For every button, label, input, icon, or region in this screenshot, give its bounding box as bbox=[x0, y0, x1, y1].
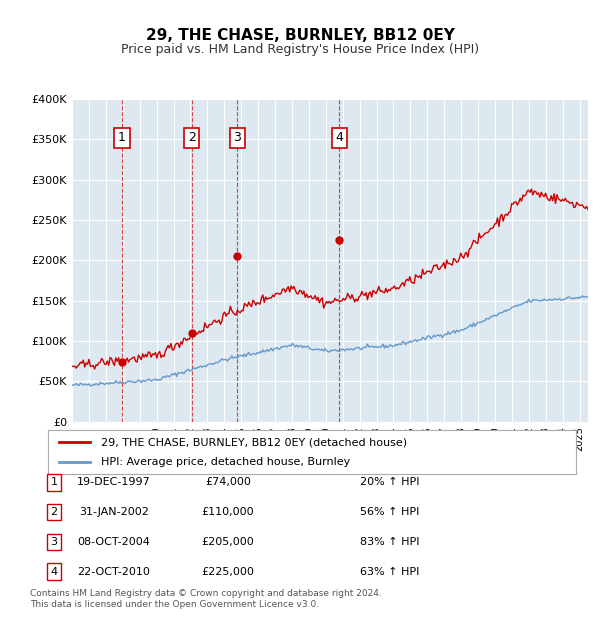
Text: HPI: Average price, detached house, Burnley: HPI: Average price, detached house, Burn… bbox=[101, 457, 350, 467]
Text: 83% ↑ HPI: 83% ↑ HPI bbox=[360, 537, 419, 547]
Text: 08-OCT-2004: 08-OCT-2004 bbox=[77, 537, 151, 547]
Text: £74,000: £74,000 bbox=[205, 477, 251, 487]
Text: 1: 1 bbox=[118, 131, 126, 144]
Text: Price paid vs. HM Land Registry's House Price Index (HPI): Price paid vs. HM Land Registry's House … bbox=[121, 43, 479, 56]
Text: Contains HM Land Registry data © Crown copyright and database right 2024.
This d: Contains HM Land Registry data © Crown c… bbox=[30, 590, 382, 609]
Text: £225,000: £225,000 bbox=[202, 567, 254, 577]
Text: 2: 2 bbox=[188, 131, 196, 144]
Text: 4: 4 bbox=[335, 131, 343, 144]
Text: 3: 3 bbox=[233, 131, 241, 144]
Text: 20% ↑ HPI: 20% ↑ HPI bbox=[360, 477, 419, 487]
Text: 2: 2 bbox=[50, 507, 58, 517]
Text: 29, THE CHASE, BURNLEY, BB12 0EY (detached house): 29, THE CHASE, BURNLEY, BB12 0EY (detach… bbox=[101, 437, 407, 447]
Text: £205,000: £205,000 bbox=[202, 537, 254, 547]
Text: 22-OCT-2010: 22-OCT-2010 bbox=[77, 567, 151, 577]
Text: 56% ↑ HPI: 56% ↑ HPI bbox=[360, 507, 419, 517]
Text: 1: 1 bbox=[50, 477, 58, 487]
Text: 29, THE CHASE, BURNLEY, BB12 0EY: 29, THE CHASE, BURNLEY, BB12 0EY bbox=[146, 28, 454, 43]
Text: 19-DEC-1997: 19-DEC-1997 bbox=[77, 477, 151, 487]
Text: 3: 3 bbox=[50, 537, 58, 547]
Text: 4: 4 bbox=[50, 567, 58, 577]
Text: 31-JAN-2002: 31-JAN-2002 bbox=[79, 507, 149, 517]
Text: 63% ↑ HPI: 63% ↑ HPI bbox=[360, 567, 419, 577]
Text: £110,000: £110,000 bbox=[202, 507, 254, 517]
